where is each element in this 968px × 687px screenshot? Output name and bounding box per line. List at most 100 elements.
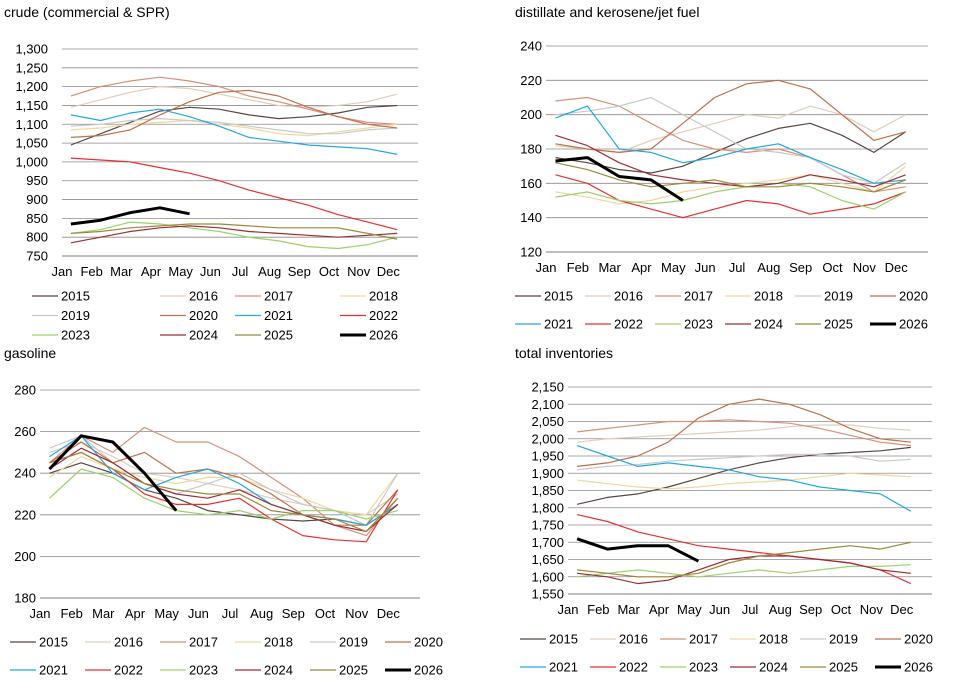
series-line-2016 xyxy=(70,85,398,108)
series-line-2023 xyxy=(70,221,398,250)
series-line-2019 xyxy=(577,453,911,471)
legend-label-2020: 2020 xyxy=(899,289,928,304)
legend-label-2025: 2025 xyxy=(829,660,858,675)
y-tick-label: 2,150 xyxy=(531,380,564,395)
x-tick-label: Dec xyxy=(377,606,401,621)
series-line-2021 xyxy=(70,108,398,155)
y-tick-label: 2,000 xyxy=(531,431,564,446)
series-line-2025 xyxy=(577,541,911,578)
series-line-2021 xyxy=(576,445,912,512)
series-line-2025 xyxy=(49,451,399,533)
series-line-2021 xyxy=(49,435,399,526)
y-tick-label: 260 xyxy=(14,424,36,439)
x-tick-label: Jul xyxy=(222,606,239,621)
chart-4: total inventories 1,550 1,600 1,650 1,700 1,7… xyxy=(515,345,933,675)
x-tick-label: Jun xyxy=(709,602,730,617)
x-tick-label: Nov xyxy=(347,264,371,279)
x-tick-label: Nov xyxy=(860,602,884,617)
series-line-2026 xyxy=(48,434,178,512)
legend-label-2020: 2020 xyxy=(189,308,218,323)
y-tick-label: 160 xyxy=(520,176,542,191)
legend-label-2015: 2015 xyxy=(61,289,90,304)
y-tick-label: 750 xyxy=(26,249,48,264)
x-tick-label: Nov xyxy=(345,606,369,621)
x-tick-label: Aug xyxy=(250,606,273,621)
y-tick-label: 140 xyxy=(520,210,542,225)
x-tick-label: Jun xyxy=(200,264,221,279)
series-line-2018 xyxy=(49,456,399,516)
x-tick-label: Jan xyxy=(30,606,51,621)
x-tick-label: Aug xyxy=(258,264,281,279)
y-tick-label: 1,100 xyxy=(15,117,48,132)
x-tick-label: Dec xyxy=(890,602,914,617)
y-tick-label: 1,300 xyxy=(15,42,48,57)
x-tick-label: Sep xyxy=(799,602,822,617)
legend-label-2016: 2016 xyxy=(189,289,218,304)
x-tick-label: May xyxy=(661,260,686,275)
x-tick-label: Jan xyxy=(558,602,579,617)
legend-label-2021: 2021 xyxy=(264,308,293,323)
legend-label-2017: 2017 xyxy=(264,289,293,304)
y-tick-label: 1,150 xyxy=(15,98,48,113)
x-tick-label: Apr xyxy=(141,264,162,279)
series-line-2020 xyxy=(555,79,906,153)
legend-label-2022: 2022 xyxy=(369,308,398,323)
series-line-2018 xyxy=(70,119,398,137)
legend-label-2019: 2019 xyxy=(339,635,368,650)
chart-title: gasoline xyxy=(4,345,56,361)
x-tick-label: Sep xyxy=(789,260,812,275)
series-line-2020 xyxy=(577,398,911,467)
legend-label-2022: 2022 xyxy=(114,663,143,678)
legend-label-2025: 2025 xyxy=(339,663,368,678)
legend-label-2020: 2020 xyxy=(904,632,933,647)
y-tick-label: 800 xyxy=(26,230,48,245)
x-tick-label: Oct xyxy=(822,260,843,275)
x-tick-label: Apr xyxy=(125,606,146,621)
legend-label-2021: 2021 xyxy=(544,317,573,332)
x-tick-label: Aug xyxy=(769,602,792,617)
y-tick-label: 1,700 xyxy=(531,535,564,550)
legend-label-2026: 2026 xyxy=(904,660,933,675)
x-tick-label: Oct xyxy=(831,602,852,617)
legend-label-2023: 2023 xyxy=(189,663,218,678)
legend-label-2016: 2016 xyxy=(614,289,643,304)
series-line-2016 xyxy=(577,424,911,443)
x-tick-label: Feb xyxy=(80,264,102,279)
series-line-2024 xyxy=(555,134,906,188)
legend-label-2026: 2026 xyxy=(899,317,928,332)
x-tick-label: May xyxy=(677,602,702,617)
series-line-2022 xyxy=(70,157,398,231)
x-tick-label: Mar xyxy=(110,264,133,279)
legend-label-2022: 2022 xyxy=(619,660,648,675)
y-tick-label: 850 xyxy=(26,211,48,226)
x-tick-label: Jun xyxy=(695,260,716,275)
legend-label-2016: 2016 xyxy=(619,632,648,647)
y-tick-label: 240 xyxy=(520,39,542,54)
series-line-2025 xyxy=(70,223,398,240)
x-tick-label: Jul xyxy=(742,602,759,617)
x-tick-label: Jul xyxy=(729,260,746,275)
legend-label-2026: 2026 xyxy=(369,328,398,343)
legend-label-2024: 2024 xyxy=(189,328,218,343)
y-tick-label: 1,750 xyxy=(531,518,564,533)
legend-label-2026: 2026 xyxy=(414,663,443,678)
x-tick-label: Jul xyxy=(232,264,249,279)
x-tick-label: Jan xyxy=(52,264,73,279)
legend-label-2016: 2016 xyxy=(114,635,143,650)
series-line-2024 xyxy=(70,225,398,244)
x-tick-label: Jun xyxy=(188,606,209,621)
x-tick-label: Feb xyxy=(587,602,609,617)
y-tick-label: 1,200 xyxy=(15,79,48,94)
y-tick-label: 200 xyxy=(14,549,36,564)
series-line-2015 xyxy=(576,446,911,505)
y-tick-label: 200 xyxy=(520,107,542,122)
x-tick-label: Apr xyxy=(649,602,670,617)
series-line-2019 xyxy=(49,435,399,526)
series-line-2025 xyxy=(555,162,906,193)
x-tick-label: Mar xyxy=(617,602,640,617)
y-tick-label: 1,050 xyxy=(15,136,48,151)
x-tick-label: Apr xyxy=(631,260,652,275)
x-tick-label: Aug xyxy=(757,260,780,275)
y-tick-label: 1,000 xyxy=(15,154,48,169)
y-tick-label: 1,950 xyxy=(531,449,564,464)
